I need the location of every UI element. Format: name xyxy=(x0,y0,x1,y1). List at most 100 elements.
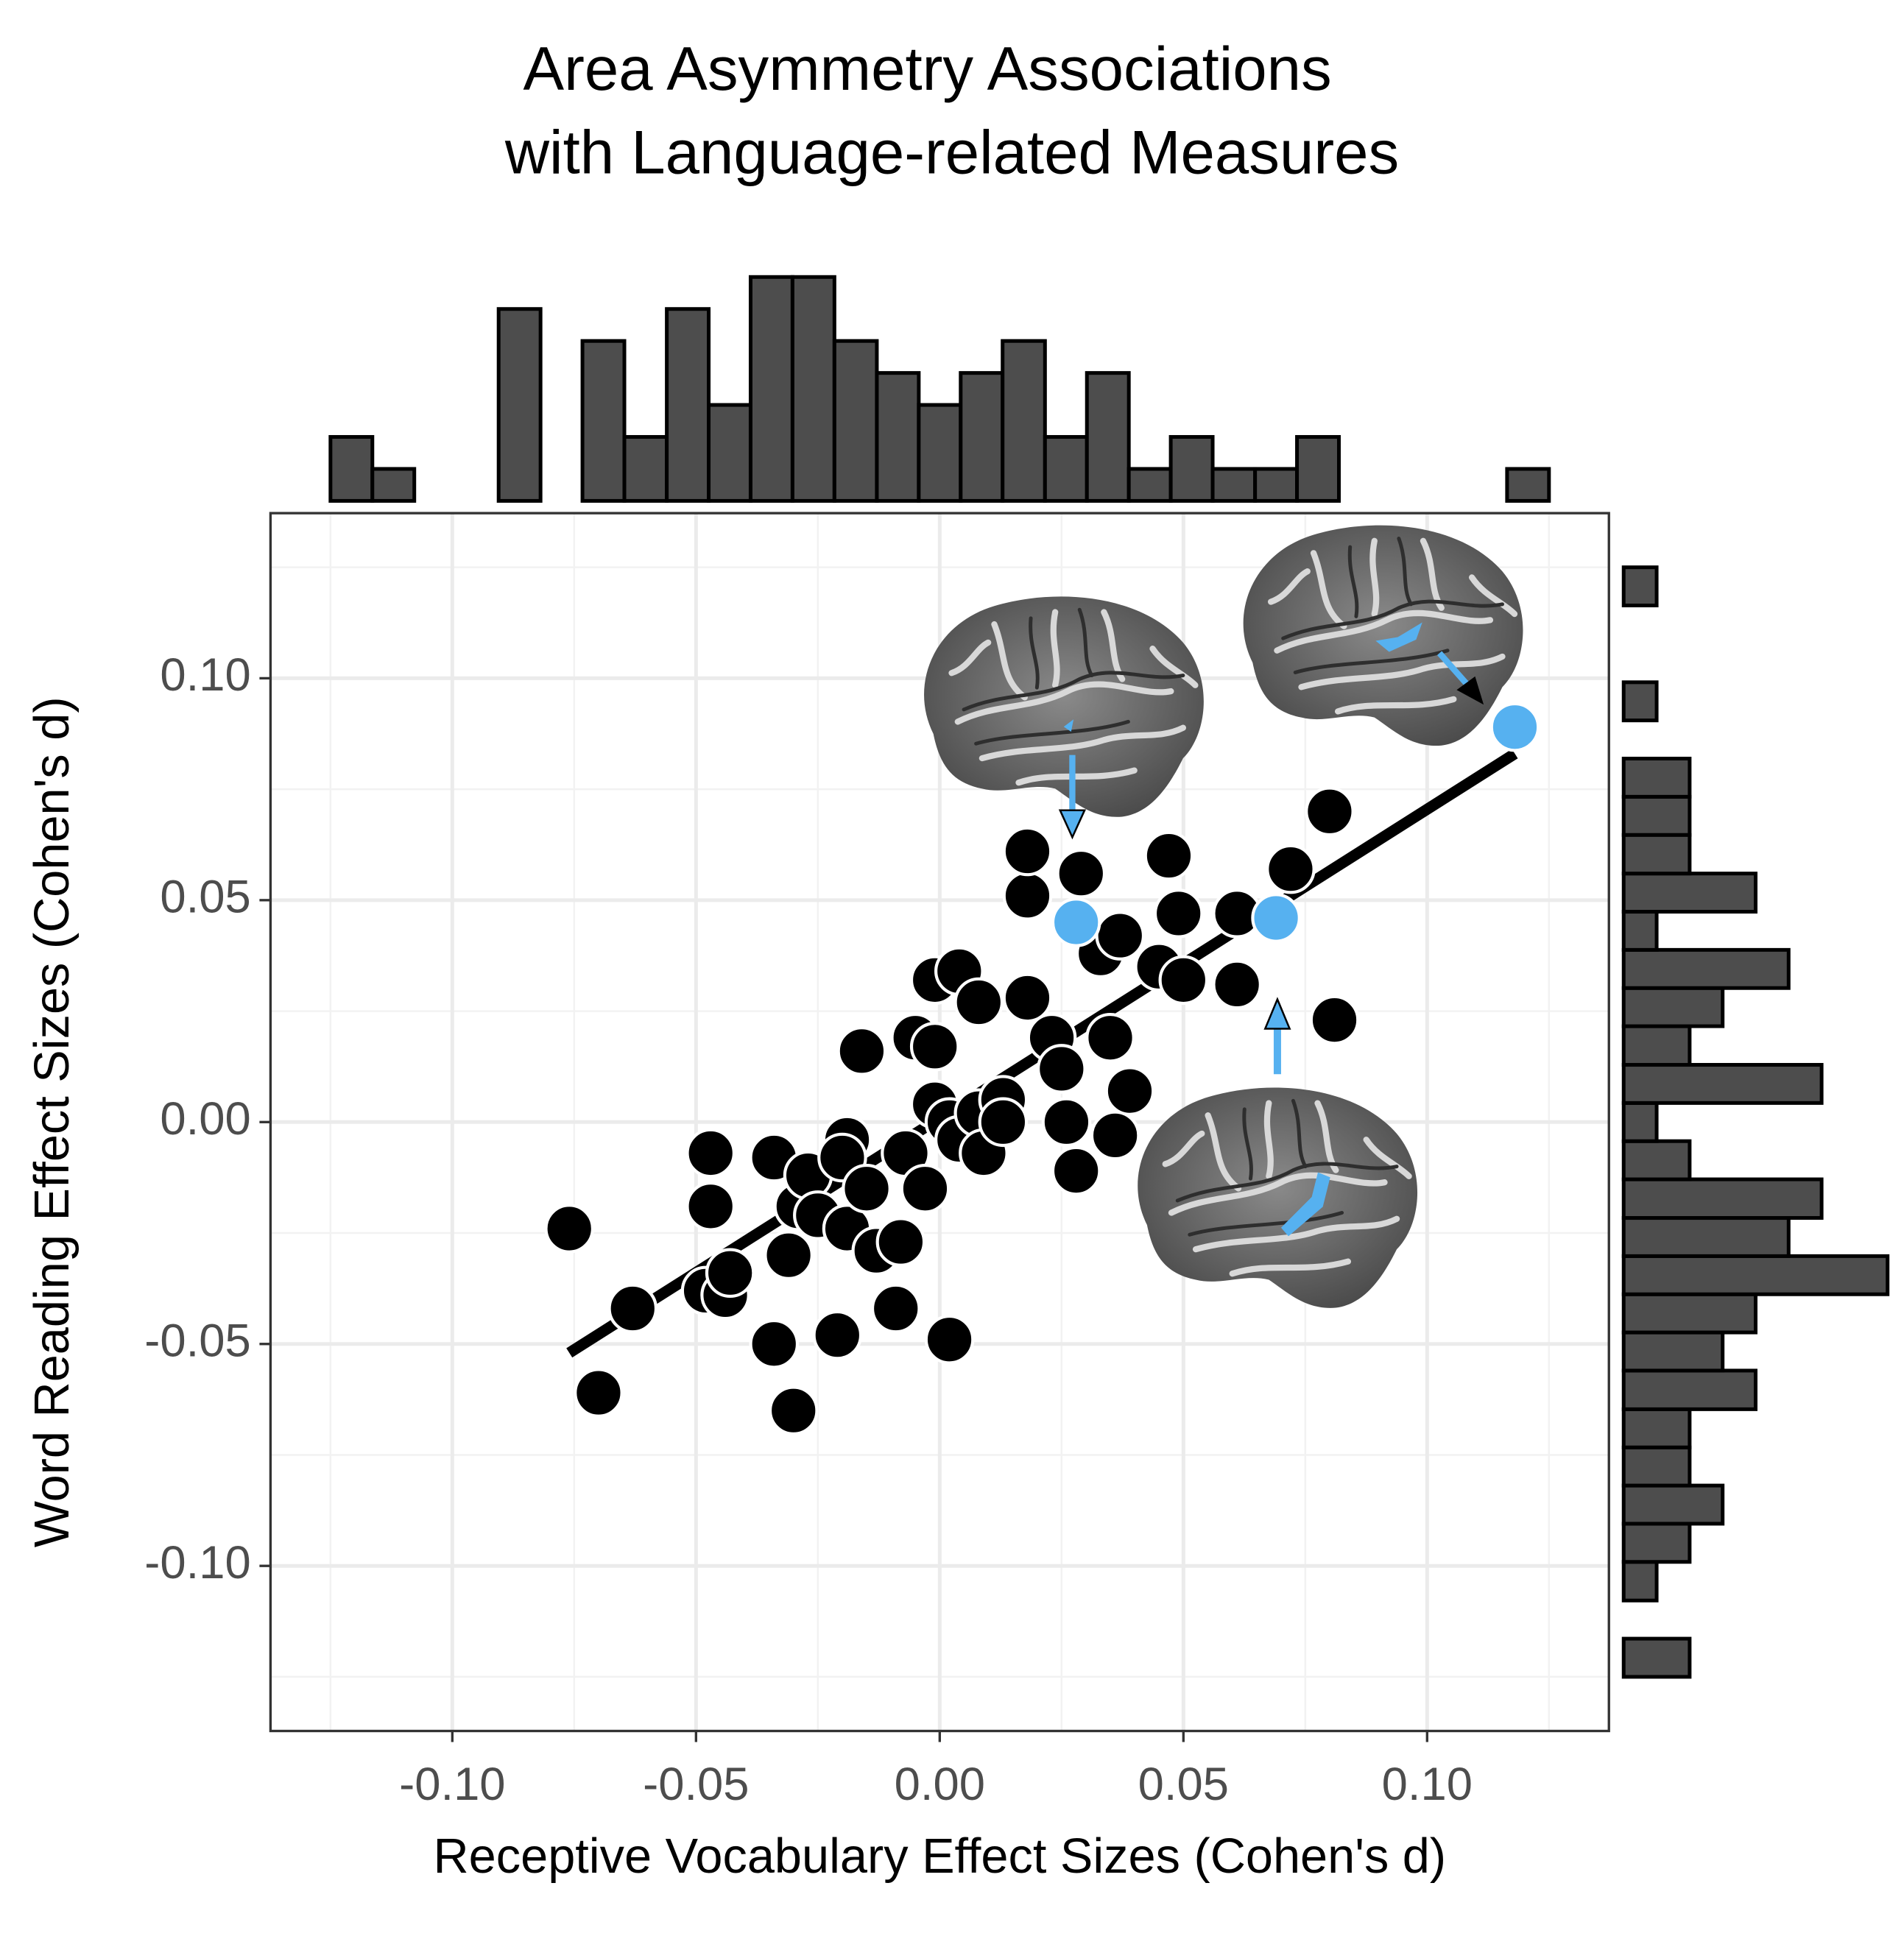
histogram-bar xyxy=(790,275,836,503)
point xyxy=(870,1283,921,1334)
point xyxy=(544,1204,594,1254)
point xyxy=(909,1022,960,1072)
histogram-bar xyxy=(580,339,627,503)
histogram-bar xyxy=(1621,1177,1824,1220)
y-tick-label: -0.05 xyxy=(144,1315,250,1366)
histogram-bar xyxy=(748,275,794,503)
point xyxy=(900,1163,951,1214)
x-tick-label: -0.05 xyxy=(643,1759,749,1810)
histogram-bar xyxy=(1621,1636,1692,1679)
chart-title: Area Asymmetry Associations xyxy=(523,35,1332,103)
histogram-bar xyxy=(707,403,752,503)
histogram-bar xyxy=(1621,1216,1791,1258)
arrow-head xyxy=(1058,809,1087,840)
point xyxy=(1056,848,1107,899)
point xyxy=(685,1128,736,1179)
point xyxy=(1212,959,1262,1010)
histogram-bar xyxy=(1621,757,1692,799)
point xyxy=(953,977,1004,1028)
point xyxy=(1090,1110,1140,1161)
point xyxy=(1266,844,1316,894)
point xyxy=(1251,893,1301,943)
brain-region xyxy=(1375,622,1422,652)
histogram-bar xyxy=(1001,339,1047,503)
histogram-bar xyxy=(1621,1139,1692,1181)
point xyxy=(1095,911,1146,961)
histogram-bar xyxy=(1621,910,1659,952)
x-tick-label: 0.00 xyxy=(895,1759,985,1810)
histogram-bar xyxy=(328,435,375,503)
histogram-bar xyxy=(1043,435,1089,503)
histogram-bar xyxy=(1621,1024,1692,1067)
histogram-bar xyxy=(1126,467,1173,503)
point xyxy=(842,1163,892,1214)
histogram-bar xyxy=(1621,680,1659,723)
histogram-bar xyxy=(1621,1330,1725,1373)
y-tick-label: 0.10 xyxy=(160,649,250,701)
brain-region xyxy=(1063,719,1074,732)
histogram-bar xyxy=(1621,1407,1692,1449)
point xyxy=(1489,702,1540,752)
histogram-bar xyxy=(1621,1445,1692,1488)
x-axis-label: Receptive Vocabulary Effect Sizes (Cohen… xyxy=(434,1829,1447,1884)
histogram-bar xyxy=(917,403,963,503)
histogram-bar xyxy=(1621,1254,1890,1296)
histogram-bar xyxy=(1621,986,1725,1028)
histogram-bar xyxy=(496,307,543,503)
point xyxy=(1002,826,1053,877)
histogram-bar xyxy=(1621,872,1757,914)
histogram-bar xyxy=(832,339,879,503)
point xyxy=(705,1248,755,1299)
point xyxy=(574,1368,624,1418)
brain-region xyxy=(1280,1172,1330,1237)
point xyxy=(685,1181,736,1232)
point xyxy=(1085,1012,1135,1063)
histogram-bar xyxy=(1621,1063,1824,1105)
histogram-bar xyxy=(1505,467,1551,503)
chart-title: with Language-related Measures xyxy=(504,118,1399,186)
point xyxy=(768,1385,819,1435)
point xyxy=(1051,897,1101,947)
y-tick-label: -0.10 xyxy=(144,1537,250,1589)
point xyxy=(875,1217,926,1267)
point xyxy=(836,1026,887,1076)
point xyxy=(764,1230,814,1280)
plot-area: -0.10 -0.05 0.00 0.05 0.10 -0.10 -0.05 0.00 0.05… xyxy=(144,275,1890,1810)
point xyxy=(607,1283,658,1334)
y-tick-label: 0.05 xyxy=(160,872,250,923)
histogram-bar xyxy=(1621,565,1659,608)
histogram-bar xyxy=(1253,467,1300,503)
histogram-bar xyxy=(1621,947,1791,990)
point xyxy=(1305,786,1355,837)
x-tick-label: 0.05 xyxy=(1138,1759,1229,1810)
histogram-bar xyxy=(370,467,417,503)
point xyxy=(1158,955,1209,1006)
point xyxy=(749,1318,800,1369)
histogram-bar xyxy=(665,307,711,503)
y-tick-label: 0.00 xyxy=(160,1093,250,1145)
arrow-head xyxy=(1263,997,1291,1030)
point xyxy=(924,1314,975,1365)
point xyxy=(978,1097,1029,1148)
arrow-head xyxy=(1456,676,1484,705)
point xyxy=(1002,972,1053,1023)
x-tick-label: -0.10 xyxy=(399,1759,505,1810)
point xyxy=(1041,1097,1092,1148)
histogram-bar xyxy=(1621,1292,1757,1335)
histogram-bar xyxy=(959,371,1005,503)
point xyxy=(1153,888,1204,939)
point xyxy=(812,1310,863,1360)
histogram-bar xyxy=(1085,371,1131,503)
point xyxy=(1104,1066,1155,1116)
histogram-bar xyxy=(1295,435,1341,503)
panel-border xyxy=(269,512,1610,1733)
point xyxy=(1143,830,1194,881)
histogram-bar xyxy=(1621,1368,1757,1411)
point xyxy=(1309,995,1360,1045)
point xyxy=(1002,871,1053,921)
point xyxy=(1051,1145,1101,1196)
histogram-bar xyxy=(1621,833,1692,876)
point xyxy=(1037,1044,1087,1094)
